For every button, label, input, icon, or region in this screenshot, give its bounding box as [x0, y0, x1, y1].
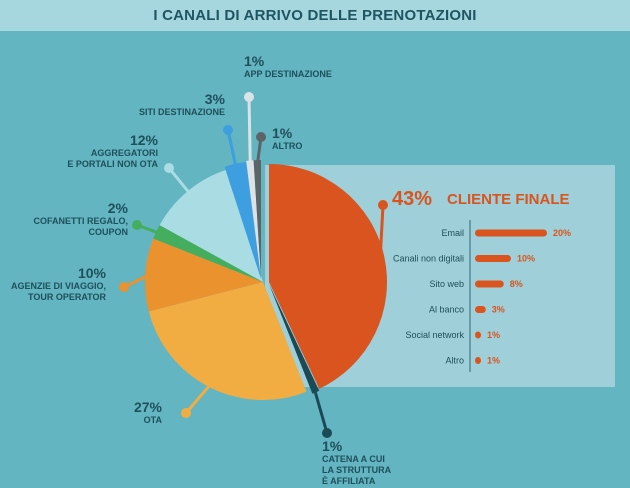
- bar-category-3: Al banco: [429, 305, 464, 315]
- pie-slice-0: [269, 164, 387, 389]
- slice-label-2-line-0: OTA: [144, 415, 163, 425]
- slice-label-1-line-1: LA STRUTTURA: [322, 465, 392, 475]
- pie-slice-2: [148, 282, 307, 400]
- bar-value-3: 3%: [492, 305, 505, 315]
- bar-category-2: Sito web: [429, 279, 464, 289]
- cliente-finale-percent: 43%: [392, 188, 432, 210]
- page-title: I CANALI DI ARRIVO DELLE PRENOTAZIONI: [153, 7, 477, 24]
- pie-slice-5: [159, 169, 263, 282]
- pie-slice-8: [253, 160, 261, 278]
- slice-percent-8: 1%: [272, 125, 293, 141]
- leader-line-1: [312, 387, 329, 435]
- slice-label-6-line-0: SITI DESTINAZIONE: [139, 107, 225, 117]
- bar-value-5: 1%: [487, 356, 500, 366]
- bar-value-2: 8%: [510, 279, 523, 289]
- bar-0: [475, 229, 547, 237]
- slice-percent-3: 10%: [78, 265, 107, 281]
- leader-line-5: [167, 166, 192, 196]
- leader-line-2: [184, 382, 213, 415]
- slice-percent-4: 2%: [108, 200, 129, 216]
- pie-slice-4: [153, 225, 263, 282]
- slice-label-5-line-1: E PORTALI NON OTA: [67, 159, 158, 169]
- bar-1: [475, 255, 511, 262]
- bar-category-4: Social network: [405, 330, 464, 340]
- leader-dot-1: [322, 428, 332, 438]
- bar-2: [475, 280, 504, 288]
- pie-slice-3: [145, 238, 263, 312]
- slice-label-4-line-0: COFANETTI REGALO,: [34, 216, 129, 226]
- pie-slice-1: [269, 284, 320, 394]
- cliente-finale-title: CLIENTE FINALE: [447, 191, 570, 208]
- leader-dot-3: [119, 282, 129, 292]
- leader-dot-5: [164, 163, 174, 173]
- bar-category-0: Email: [441, 228, 464, 238]
- breakdown-bars: Email 20% Canali non digitali 10% Sito web 8%…: [393, 220, 571, 372]
- title-band: [0, 0, 630, 31]
- cliente-finale-header: 43% CLIENTE FINALE: [392, 188, 570, 210]
- leader-dot-7: [244, 92, 254, 102]
- leader-line-6: [226, 128, 238, 170]
- slice-label-1-line-2: È AFFILIATA: [322, 476, 376, 486]
- leader-dot-2: [181, 408, 191, 418]
- bar-value-0: 20%: [553, 228, 571, 238]
- slice-percent-1: 1%: [322, 438, 343, 454]
- pie-slices: [145, 160, 387, 400]
- slice-label-5-line-0: AGGREGATORI: [91, 148, 158, 158]
- callout-leaders: [119, 92, 388, 438]
- pie-slice-6: [224, 161, 261, 279]
- leader-dot-4: [132, 220, 142, 230]
- slice-label-8-line-0: ALTRO: [272, 141, 302, 151]
- slice-percent-5: 12%: [130, 132, 159, 148]
- leader-dot-0: [378, 200, 388, 210]
- bar-value-1: 10%: [517, 254, 535, 264]
- pie-slice-7: [246, 160, 261, 278]
- slice-label-7-line-0: APP DESTINAZIONE: [244, 69, 332, 79]
- bar-3: [475, 306, 486, 313]
- slice-label-1-line-0: CATENA A CUI: [322, 454, 385, 464]
- leader-dot-6: [223, 125, 233, 135]
- slice-percent-7: 1%: [244, 53, 265, 69]
- slice-label-3-line-0: AGENZIE DI VIAGGIO,: [11, 281, 106, 291]
- bar-value-4: 1%: [487, 330, 500, 340]
- slice-label-3-line-1: TOUR OPERATOR: [28, 292, 107, 302]
- leader-line-7: [247, 95, 252, 167]
- leader-dot-8: [256, 132, 266, 142]
- bar-category-1: Canali non digitali: [393, 254, 464, 264]
- bar-category-5: Altro: [445, 356, 464, 366]
- slice-percent-2: 27%: [134, 399, 163, 415]
- slice-percent-6: 3%: [205, 91, 226, 107]
- slice-label-4-line-1: COUPON: [88, 227, 128, 237]
- bar-5: [475, 357, 481, 364]
- bar-4: [475, 331, 481, 339]
- leader-line-0: [378, 203, 385, 259]
